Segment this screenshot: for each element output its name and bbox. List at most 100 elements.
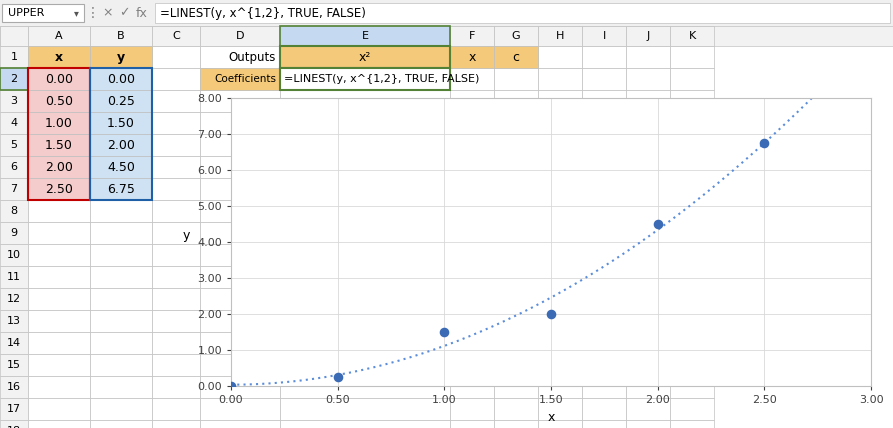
Bar — [626, 46, 670, 68]
Bar — [152, 26, 200, 46]
Bar — [28, 90, 90, 112]
Bar — [582, 46, 626, 68]
Text: 2.00: 2.00 — [45, 160, 73, 173]
Bar — [670, 68, 714, 90]
Bar — [494, 244, 538, 266]
Bar — [494, 90, 538, 112]
Bar — [538, 244, 582, 266]
Bar — [28, 156, 90, 178]
Bar — [200, 332, 280, 354]
Bar — [494, 288, 538, 310]
X-axis label: x: x — [547, 410, 555, 424]
Text: G: G — [512, 31, 521, 41]
Bar — [670, 310, 714, 332]
Bar — [582, 398, 626, 420]
Bar — [450, 68, 494, 90]
Bar — [200, 266, 280, 288]
Text: fx: fx — [136, 6, 148, 20]
Bar — [626, 332, 670, 354]
Bar — [0, 68, 28, 90]
Bar — [494, 156, 538, 178]
Bar — [280, 244, 450, 266]
Bar — [152, 134, 200, 156]
Bar — [582, 310, 626, 332]
Bar — [450, 200, 494, 222]
Text: 0.00: 0.00 — [107, 72, 135, 86]
Bar — [200, 90, 280, 112]
Bar — [538, 288, 582, 310]
Text: 3: 3 — [11, 96, 18, 106]
Bar — [450, 354, 494, 376]
Bar — [582, 26, 626, 46]
Bar — [582, 112, 626, 134]
Bar — [200, 398, 280, 420]
Bar — [200, 46, 280, 68]
Bar — [280, 376, 450, 398]
Bar — [155, 3, 890, 23]
Bar — [280, 310, 450, 332]
Bar — [450, 310, 494, 332]
Bar — [670, 244, 714, 266]
Text: 7: 7 — [11, 184, 18, 194]
Bar — [670, 46, 714, 68]
Bar — [626, 156, 670, 178]
Text: =LINEST(y, x^{1,2}, TRUE, FALSE): =LINEST(y, x^{1,2}, TRUE, FALSE) — [284, 74, 480, 84]
Text: Outputs: Outputs — [229, 51, 276, 63]
Bar — [90, 332, 152, 354]
Bar — [90, 354, 152, 376]
Bar — [28, 68, 90, 90]
Bar — [494, 178, 538, 200]
Bar — [152, 200, 200, 222]
Text: B: B — [117, 31, 125, 41]
Bar — [626, 244, 670, 266]
Bar — [0, 178, 28, 200]
Bar — [538, 26, 582, 46]
Text: x: x — [468, 51, 476, 63]
Bar — [90, 134, 152, 156]
Bar — [582, 266, 626, 288]
Bar — [538, 222, 582, 244]
Bar — [538, 178, 582, 200]
Text: A: A — [55, 31, 63, 41]
Bar — [152, 46, 200, 68]
Bar — [0, 46, 28, 68]
Text: 2.50: 2.50 — [45, 182, 73, 196]
Text: 2: 2 — [11, 74, 18, 84]
Bar — [670, 26, 714, 46]
Bar — [450, 90, 494, 112]
Bar — [0, 332, 28, 354]
Bar — [200, 46, 280, 68]
Text: 9: 9 — [11, 228, 18, 238]
Bar — [494, 332, 538, 354]
Bar — [582, 354, 626, 376]
Text: ▾: ▾ — [73, 8, 79, 18]
Bar — [582, 244, 626, 266]
Bar — [450, 46, 494, 68]
Bar — [0, 420, 28, 428]
Text: 12: 12 — [7, 294, 21, 304]
Bar — [0, 376, 28, 398]
Bar — [90, 112, 152, 134]
Text: ✓: ✓ — [119, 6, 129, 20]
Bar — [538, 200, 582, 222]
Point — [544, 311, 558, 318]
Bar — [280, 354, 450, 376]
Bar — [538, 68, 582, 90]
Bar — [670, 90, 714, 112]
Bar — [200, 310, 280, 332]
Bar — [28, 244, 90, 266]
Bar — [280, 46, 450, 68]
Bar — [200, 376, 280, 398]
Bar — [28, 68, 90, 200]
Bar — [0, 112, 28, 134]
Bar — [494, 222, 538, 244]
Bar — [28, 26, 90, 46]
Text: 1.50: 1.50 — [107, 116, 135, 130]
Bar — [538, 332, 582, 354]
Bar — [670, 200, 714, 222]
Bar — [152, 178, 200, 200]
Point — [330, 374, 345, 380]
Bar — [2, 4, 84, 22]
Bar — [0, 26, 893, 46]
Bar — [450, 26, 494, 46]
